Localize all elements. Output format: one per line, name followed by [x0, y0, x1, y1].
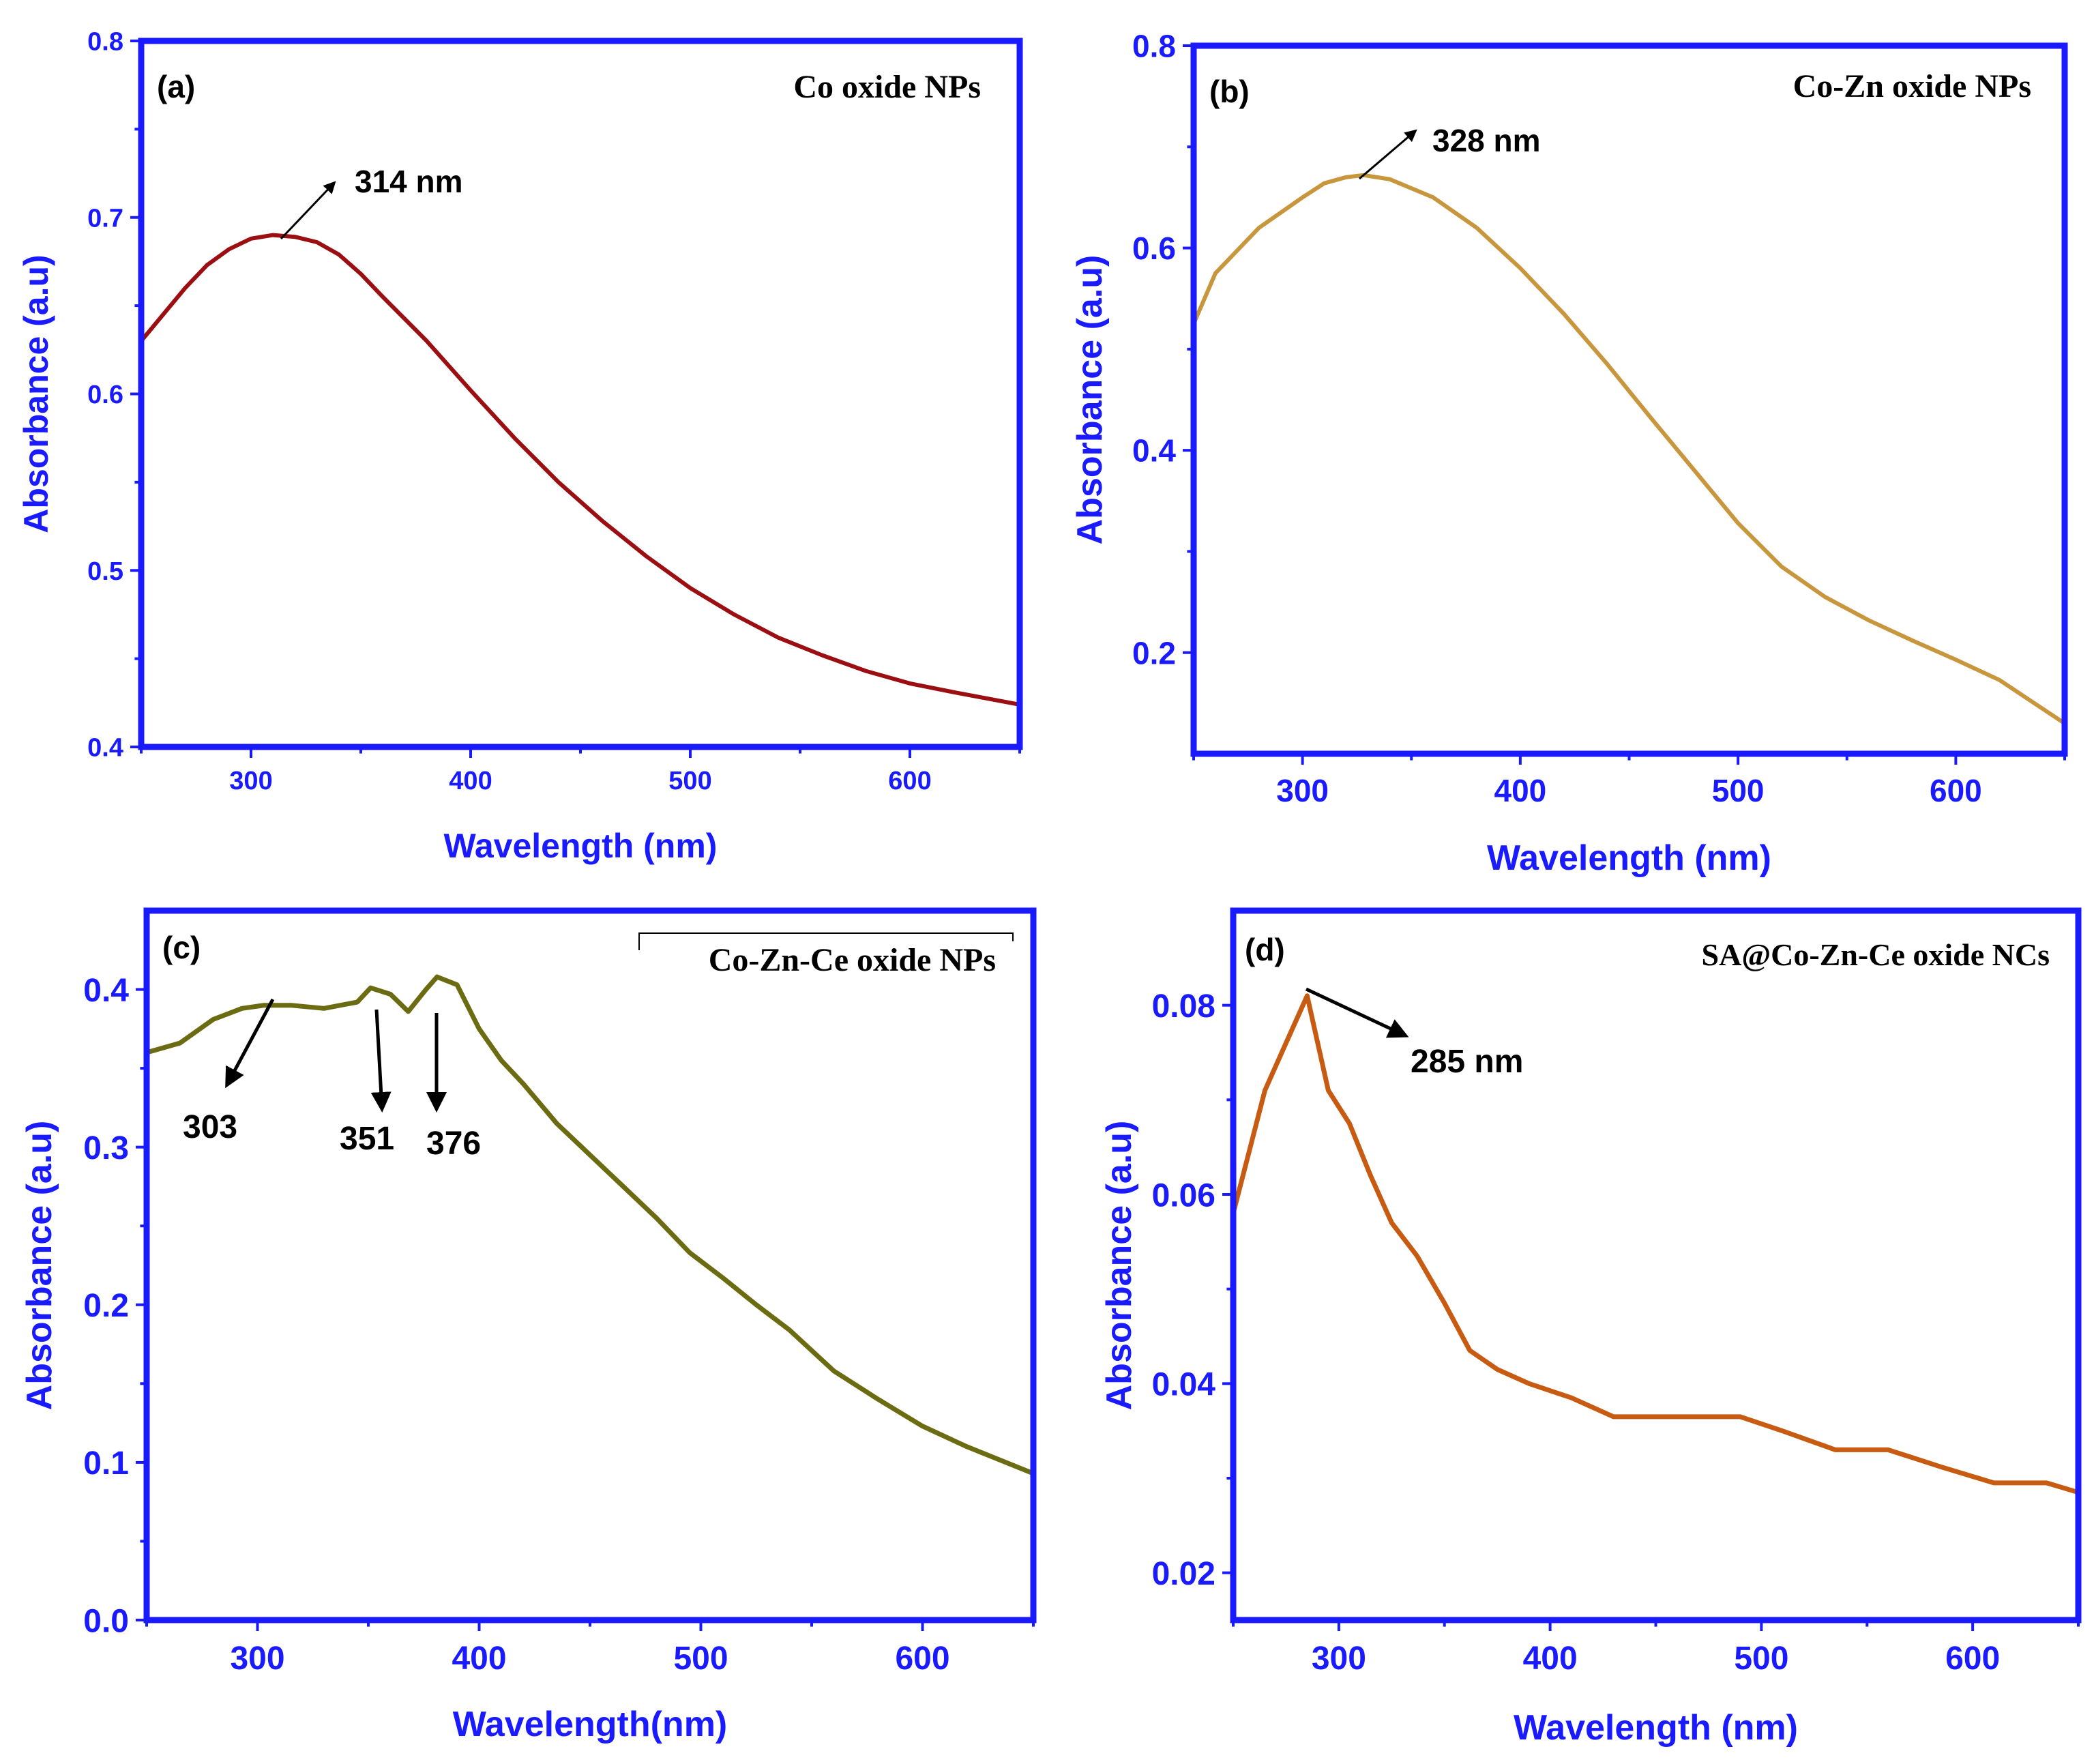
series-line: [139, 233, 1022, 707]
annotation-label: 376: [426, 1126, 481, 1162]
x-tick-label: 500: [1734, 1641, 1788, 1677]
y-axis-label: Absorbance (a.u): [1070, 255, 1110, 545]
y-tick-label: 0.02: [1152, 1556, 1215, 1592]
x-tick-label: 400: [1523, 1641, 1578, 1677]
annotation-label: 328 nm: [1432, 123, 1541, 158]
x-tick-label: 500: [673, 1641, 728, 1677]
x-axis-label: Wavelength (nm): [1487, 838, 1771, 878]
x-tick-label: 400: [452, 1641, 506, 1677]
annotation-arrow: [1359, 129, 1417, 180]
y-tick-label: 0.8: [87, 28, 123, 57]
series-name-label: Co-Zn-Ce oxide NPs: [709, 942, 996, 978]
annotation-label: 314 nm: [355, 164, 463, 199]
annotation-label: 303: [183, 1109, 237, 1145]
y-axis-label: Absorbance (a.u): [1100, 1121, 1139, 1411]
y-tick-label: 0.06: [1152, 1177, 1215, 1214]
x-tick-label: 300: [1312, 1641, 1366, 1677]
x-tick-label: 300: [229, 767, 272, 795]
panel-label: (a): [157, 69, 195, 104]
y-tick-label: 0.1: [83, 1445, 129, 1482]
y-tick-label: 0.8: [1132, 29, 1176, 64]
y-tick-label: 0.2: [83, 1288, 129, 1324]
y-tick-label: 0.6: [87, 381, 123, 409]
panel-label: (c): [162, 930, 201, 965]
plot-frame: [1230, 907, 2082, 1623]
x-tick-label: 500: [1712, 773, 1765, 808]
x-tick-label: 600: [1945, 1641, 2000, 1677]
x-tick-label: 500: [668, 767, 711, 795]
chart-panel-2: 300 400 500 600 0.2 0.4 0.6 0.8 Wavelength (nm) A…: [1070, 29, 2068, 878]
y-tick-label: 0.0: [83, 1603, 129, 1639]
x-axis-label: Wavelength (nm): [1514, 1708, 1798, 1748]
x-tick-label: 400: [449, 767, 492, 795]
annotation-arrow: [1305, 987, 1409, 1038]
title-bracket: [638, 932, 1014, 950]
x-axis-label: Wavelength(nm): [453, 1705, 728, 1744]
y-tick-label: 0.3: [83, 1130, 129, 1166]
y-tick-label: 0.4: [87, 734, 123, 763]
annotation-label: 351: [340, 1121, 394, 1157]
x-tick-label: 600: [888, 767, 931, 795]
chart-panel-4: 300 400 500 600 0.02 0.04 0.06 0.08 Wavelength (…: [1100, 907, 2082, 1748]
y-axis-label: Absorbance (a.u): [20, 1121, 59, 1411]
panel-label: (d): [1245, 932, 1285, 967]
annotation-label: 285 nm: [1411, 1044, 1523, 1080]
y-tick-label: 0.2: [1132, 635, 1176, 671]
plot-frame: [143, 907, 1037, 1623]
x-tick-label: 600: [895, 1641, 949, 1677]
series-line: [1230, 993, 2081, 1495]
y-tick-label: 0.04: [1152, 1367, 1216, 1403]
x-tick-label: 600: [1930, 773, 1982, 808]
series-name-label: Co-Zn oxide NPs: [1793, 68, 2031, 104]
panel-label: (b): [1209, 74, 1250, 109]
x-tick-label: 300: [230, 1641, 284, 1677]
chart-panel-3: 300 400 500 600 0.0 0.1 0.2 0.3 0.4 Wavelength(nm…: [20, 907, 1037, 1744]
y-tick-label: 0.4: [1132, 433, 1176, 469]
x-tick-label: 300: [1276, 773, 1329, 808]
series-name-label: SA@Co-Zn-Ce oxide NCs: [1702, 937, 2050, 972]
chart-panel-1: 300 400 500 600 0.4 0.5 0.6 0.7 0.8 Wavelength (n…: [17, 28, 1023, 865]
y-tick-label: 0.5: [87, 557, 123, 586]
annotation-arrow: [370, 1009, 392, 1113]
series-name-label: Co oxide NPs: [793, 69, 981, 105]
y-tick-label: 0.6: [1132, 231, 1176, 266]
x-axis-label: Wavelength (nm): [444, 827, 718, 865]
y-axis-label: Absorbance (a.u): [17, 254, 55, 533]
y-tick-label: 0.7: [87, 204, 123, 233]
series-line: [1192, 173, 2067, 726]
series-line: [144, 974, 1036, 1476]
y-tick-label: 0.4: [83, 973, 129, 1009]
plot-frame: [1190, 42, 2068, 757]
y-tick-label: 0.08: [1152, 988, 1215, 1025]
plot-frame: [138, 38, 1023, 750]
annotation-arrow: [225, 998, 275, 1089]
x-tick-label: 400: [1494, 773, 1547, 808]
annotation-arrow: [280, 181, 336, 240]
